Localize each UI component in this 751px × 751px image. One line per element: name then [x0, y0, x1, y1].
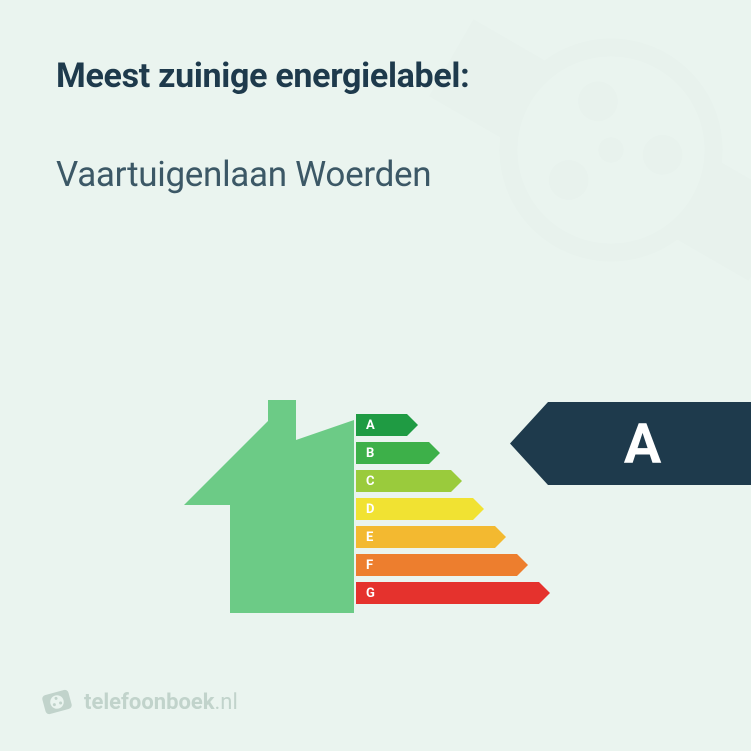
result-letter: A	[510, 402, 751, 485]
energy-bar-label: B	[366, 447, 374, 460]
brand-name-light: .nl	[215, 690, 238, 715]
energy-bar-label: D	[366, 503, 374, 516]
energy-bar-label: C	[366, 475, 375, 488]
title: Meest zuinige energielabel:	[56, 56, 695, 96]
subtitle: Vaartuigenlaan Woerden	[56, 154, 695, 195]
brand-text: telefoonboek.nl	[84, 690, 238, 715]
energy-bar-arrow	[356, 582, 550, 604]
house-icon	[174, 378, 354, 613]
footer: telefoonboek.nl	[42, 687, 238, 717]
energy-bar-arrow	[356, 554, 528, 576]
energy-bar-arrow	[356, 526, 506, 548]
energy-bar-label: F	[366, 559, 373, 572]
energy-bar-arrow	[356, 498, 484, 520]
brand-icon	[42, 687, 72, 717]
result-badge: A	[510, 402, 751, 485]
energy-bar-label: G	[366, 587, 375, 600]
energy-label-infographic: A B C D E F G A	[0, 360, 751, 625]
energy-bar-label: E	[366, 531, 373, 544]
energy-bar-label: A	[366, 419, 375, 432]
brand-name-bold: telefoonboek	[84, 690, 215, 715]
